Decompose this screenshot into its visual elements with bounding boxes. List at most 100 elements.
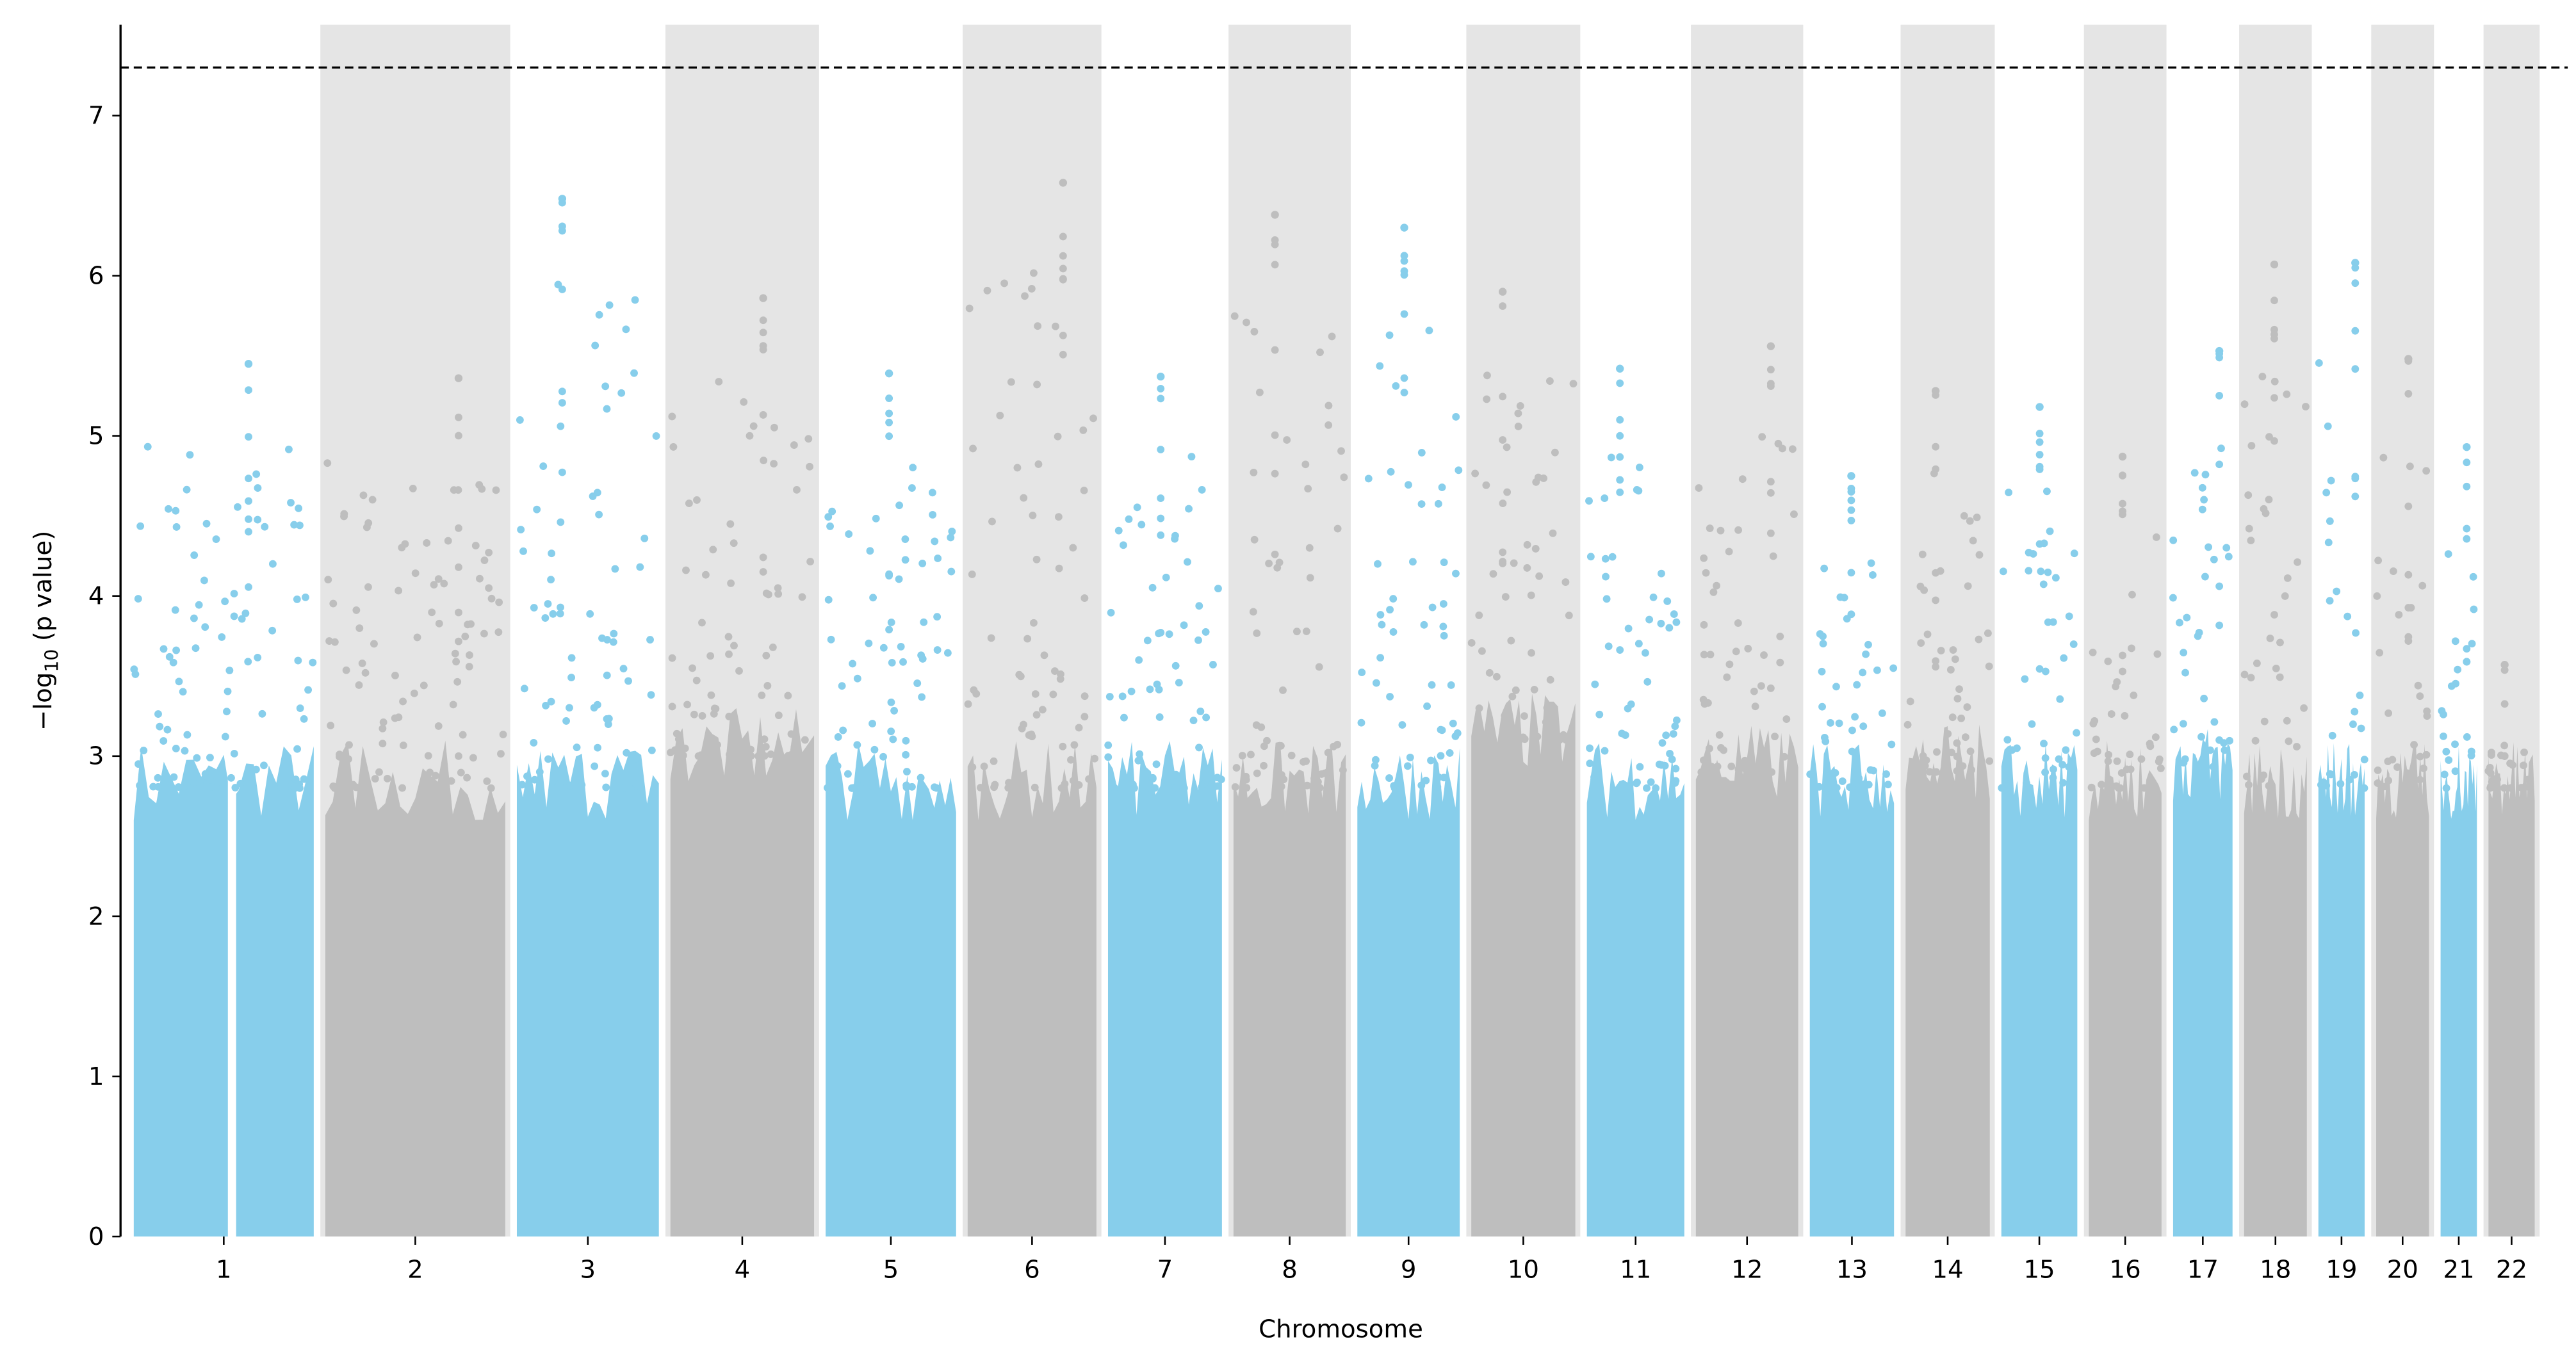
snp-point — [1433, 783, 1442, 791]
snp-point — [2344, 612, 2352, 620]
snp-point — [2442, 784, 2450, 792]
snp-point — [1049, 690, 1057, 699]
snp-point — [2041, 768, 2050, 777]
snp-point — [2155, 755, 2164, 763]
snp-point — [1647, 778, 1655, 786]
snp-point — [1751, 702, 1759, 711]
snp-point — [1590, 773, 1598, 781]
snp-point — [2384, 777, 2393, 784]
snp-point — [2215, 582, 2224, 590]
snp-point — [1157, 514, 1165, 523]
snp-point — [1662, 731, 1670, 740]
snp-point — [547, 697, 555, 706]
snp-point — [1734, 619, 1742, 627]
snp-point — [1512, 686, 1520, 694]
snp-point — [2270, 611, 2278, 619]
snp-point — [1818, 702, 1826, 711]
snp-point — [2384, 758, 2392, 765]
snp-point — [1202, 777, 1211, 784]
snp-point — [2128, 590, 2136, 599]
snp-point — [277, 782, 285, 791]
snp-point — [885, 394, 893, 403]
x-tick-label: 15 — [2023, 1256, 2055, 1285]
snp-point — [2215, 736, 2224, 744]
peak-point-chr8 — [1271, 211, 1279, 219]
snp-point — [410, 689, 418, 697]
snp-point — [227, 774, 235, 782]
snp-point — [1013, 464, 1022, 472]
snp-point — [1548, 734, 1556, 742]
snp-point — [1932, 663, 1940, 671]
snp-point — [1499, 302, 1507, 310]
snp-point — [2345, 775, 2354, 784]
snp-point — [1666, 750, 1674, 758]
snp-point — [1171, 784, 1180, 792]
snp-point — [1616, 488, 1624, 496]
snp-point — [2169, 536, 2178, 544]
snp-point — [1560, 734, 1569, 743]
snp-point — [983, 286, 991, 295]
snp-point — [2151, 733, 2160, 742]
snp-point — [1059, 275, 1067, 284]
snp-point — [2201, 471, 2210, 479]
snp-mass-chr15 — [2001, 743, 2078, 1237]
snp-point — [2098, 781, 2105, 789]
snp-point — [159, 737, 168, 745]
snp-point — [2105, 750, 2113, 759]
snp-mass-chr13 — [1809, 744, 1895, 1237]
snp-point — [1906, 697, 1914, 706]
snp-point — [681, 744, 689, 752]
snp-point — [692, 676, 701, 685]
x-tick-label: 22 — [2496, 1256, 2527, 1285]
x-tick-label: 14 — [1932, 1256, 1963, 1285]
snp-point — [2328, 731, 2336, 740]
snp-point — [2324, 539, 2333, 547]
snp-point — [1542, 718, 1550, 726]
snp-point — [2210, 555, 2218, 563]
snp-point — [890, 706, 899, 715]
snp-point — [1489, 570, 1497, 578]
snp-point — [727, 579, 735, 587]
snp-point — [154, 710, 162, 718]
snp-mass-chr20 — [2376, 742, 2429, 1237]
snp-point — [1283, 436, 1291, 444]
snp-point — [1107, 608, 1115, 617]
snp-point — [2463, 645, 2471, 653]
snp-point — [1595, 710, 1604, 718]
snp-point — [459, 731, 467, 739]
snp-point — [1184, 558, 1191, 566]
snp-point — [1027, 284, 1036, 293]
snp-point — [2416, 775, 2424, 784]
snp-point — [2281, 592, 2289, 600]
snp-point — [2119, 651, 2126, 660]
snp-point — [1385, 774, 1393, 782]
snp-point — [1838, 777, 1846, 785]
snp-point — [1616, 476, 1624, 484]
snp-point — [2226, 736, 2234, 745]
snp-point — [566, 704, 573, 712]
snp-point — [1829, 779, 1836, 786]
snp-point — [968, 763, 977, 772]
snp-point — [480, 556, 489, 564]
snp-point — [1400, 257, 1408, 265]
snp-point — [1373, 679, 1380, 687]
snp-point — [1859, 780, 1868, 788]
snp-point — [1738, 475, 1747, 483]
snp-point — [870, 745, 879, 754]
snp-point — [1523, 563, 1531, 572]
snp-mass-chr5 — [826, 743, 956, 1237]
peak-point-chr22 — [2500, 661, 2509, 669]
snp-point — [355, 681, 363, 689]
snp-point — [806, 558, 815, 566]
snp-point — [2113, 757, 2121, 765]
snp-point — [343, 783, 352, 791]
snp-point — [163, 726, 172, 734]
y-tick-label: 4 — [88, 582, 104, 611]
snp-point — [619, 665, 628, 673]
x-axis-label: Chromosome — [1259, 1315, 1423, 1343]
snp-point — [2181, 755, 2189, 763]
snp-point — [2517, 784, 2525, 791]
snp-point — [1196, 708, 1205, 715]
snp-point — [447, 777, 455, 785]
snp-point — [359, 491, 368, 499]
